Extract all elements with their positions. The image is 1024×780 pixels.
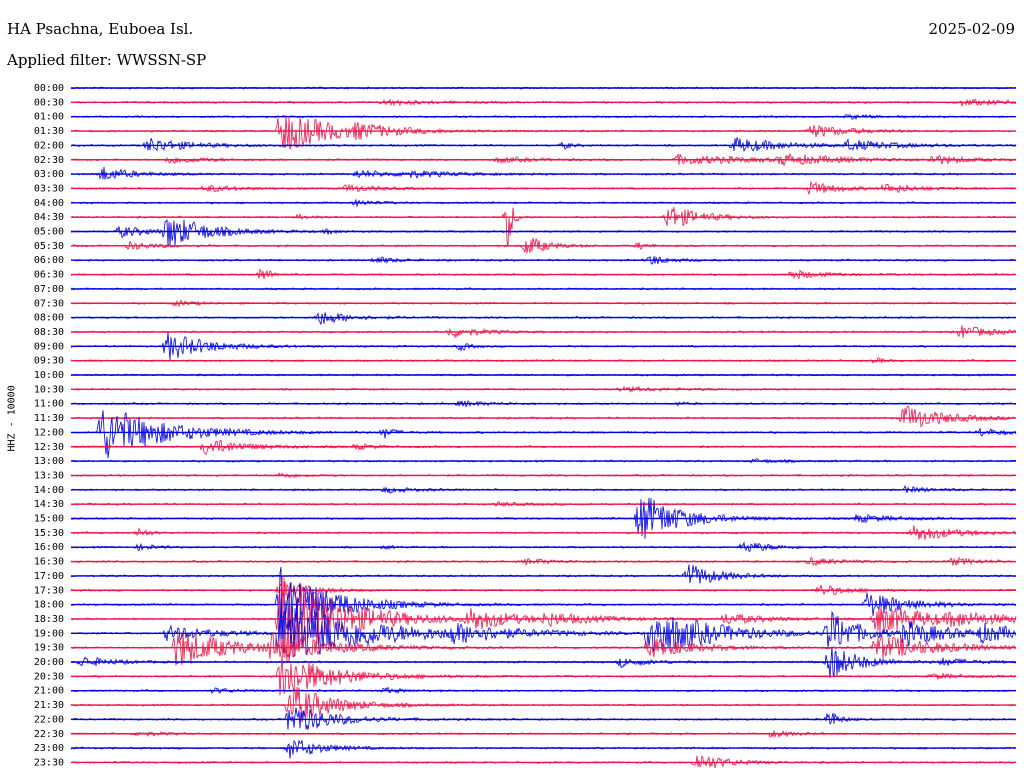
tick-label: 06:30 — [34, 270, 64, 281]
tick-label: 14:30 — [34, 499, 64, 510]
tick-label: 15:30 — [34, 528, 64, 539]
tick-label: 23:30 — [34, 757, 64, 768]
trace-row-0500 — [71, 218, 1017, 246]
tick-label: 02:30 — [34, 155, 64, 166]
filter-name: WWSSN-SP — [116, 51, 207, 69]
tick-label: 17:30 — [34, 585, 64, 596]
tick-label: 03:30 — [34, 183, 64, 194]
tick-label: 18:00 — [34, 600, 64, 611]
tick-label: 11:00 — [34, 399, 64, 410]
tick-label: 00:00 — [34, 83, 64, 94]
tick-label: 09:30 — [34, 356, 64, 367]
filter-line: Applied filter: WWSSN-SP — [7, 51, 206, 69]
trace-row-0430 — [70, 206, 1017, 247]
tick-label: 20:00 — [34, 657, 64, 668]
trace-row-0300 — [70, 166, 1017, 180]
tick-label: 08:00 — [34, 313, 64, 324]
tick-label: 08:30 — [34, 327, 64, 338]
station-title: HA Psachna, Euboea Isl. — [7, 20, 194, 38]
tick-label: 11:30 — [34, 413, 64, 424]
tick-label: 15:00 — [34, 514, 64, 525]
trace-row-0800 — [70, 312, 1017, 325]
trace-rows — [70, 86, 1017, 769]
tick-label: 04:00 — [34, 198, 64, 209]
tick-label: 09:00 — [34, 341, 64, 352]
tick-label: 20:30 — [34, 671, 64, 682]
tick-label: 02:00 — [34, 140, 64, 151]
trace-row-0130 — [70, 114, 1017, 150]
trace-row-0200 — [70, 137, 1017, 153]
trace-row-2200 — [70, 707, 1017, 730]
tick-label: 04:30 — [34, 212, 64, 223]
tick-label: 16:00 — [34, 542, 64, 553]
tick-label: 01:00 — [34, 112, 64, 123]
tick-label: 18:30 — [34, 614, 64, 625]
trace-row-2300 — [70, 739, 1017, 759]
tick-label: 06:00 — [34, 255, 64, 266]
tick-label: 12:30 — [34, 442, 64, 453]
tick-label: 14:00 — [34, 485, 64, 496]
plot-date: 2025-02-09 — [928, 20, 1015, 38]
tick-label: 19:00 — [34, 628, 64, 639]
time-axis: 00:00 00:30 01:00 01:30 02:00 02:30 03:00 03:30… — [34, 83, 64, 768]
tick-label: 22:00 — [34, 714, 64, 725]
tick-label: 05:30 — [34, 241, 64, 252]
tick-label: 03:00 — [34, 169, 64, 180]
filter-prefix: Applied filter: — [7, 51, 112, 69]
tick-label: 10:30 — [34, 384, 64, 395]
trace-row-1700 — [70, 564, 1017, 584]
tick-label: 16:30 — [34, 557, 64, 568]
tick-label: 21:30 — [34, 700, 64, 711]
tick-label: 07:30 — [34, 298, 64, 309]
tick-label: 12:00 — [34, 427, 64, 438]
tick-label: 01:30 — [34, 126, 64, 137]
tick-label: 13:00 — [34, 456, 64, 467]
tick-label: 05:00 — [34, 227, 64, 238]
trace-row-1130 — [70, 405, 1017, 428]
tick-label: 23:00 — [34, 743, 64, 754]
tick-label: 00:30 — [34, 97, 64, 108]
tick-label: 19:30 — [34, 643, 64, 654]
tick-label: 17:00 — [34, 571, 64, 582]
tick-label: 13:30 — [34, 470, 64, 481]
tick-label: 07:00 — [34, 284, 64, 295]
tick-label: 21:00 — [34, 686, 64, 697]
trace-row-1230 — [70, 440, 1017, 456]
tick-label: 22:30 — [34, 729, 64, 740]
tick-label: 10:00 — [34, 370, 64, 381]
